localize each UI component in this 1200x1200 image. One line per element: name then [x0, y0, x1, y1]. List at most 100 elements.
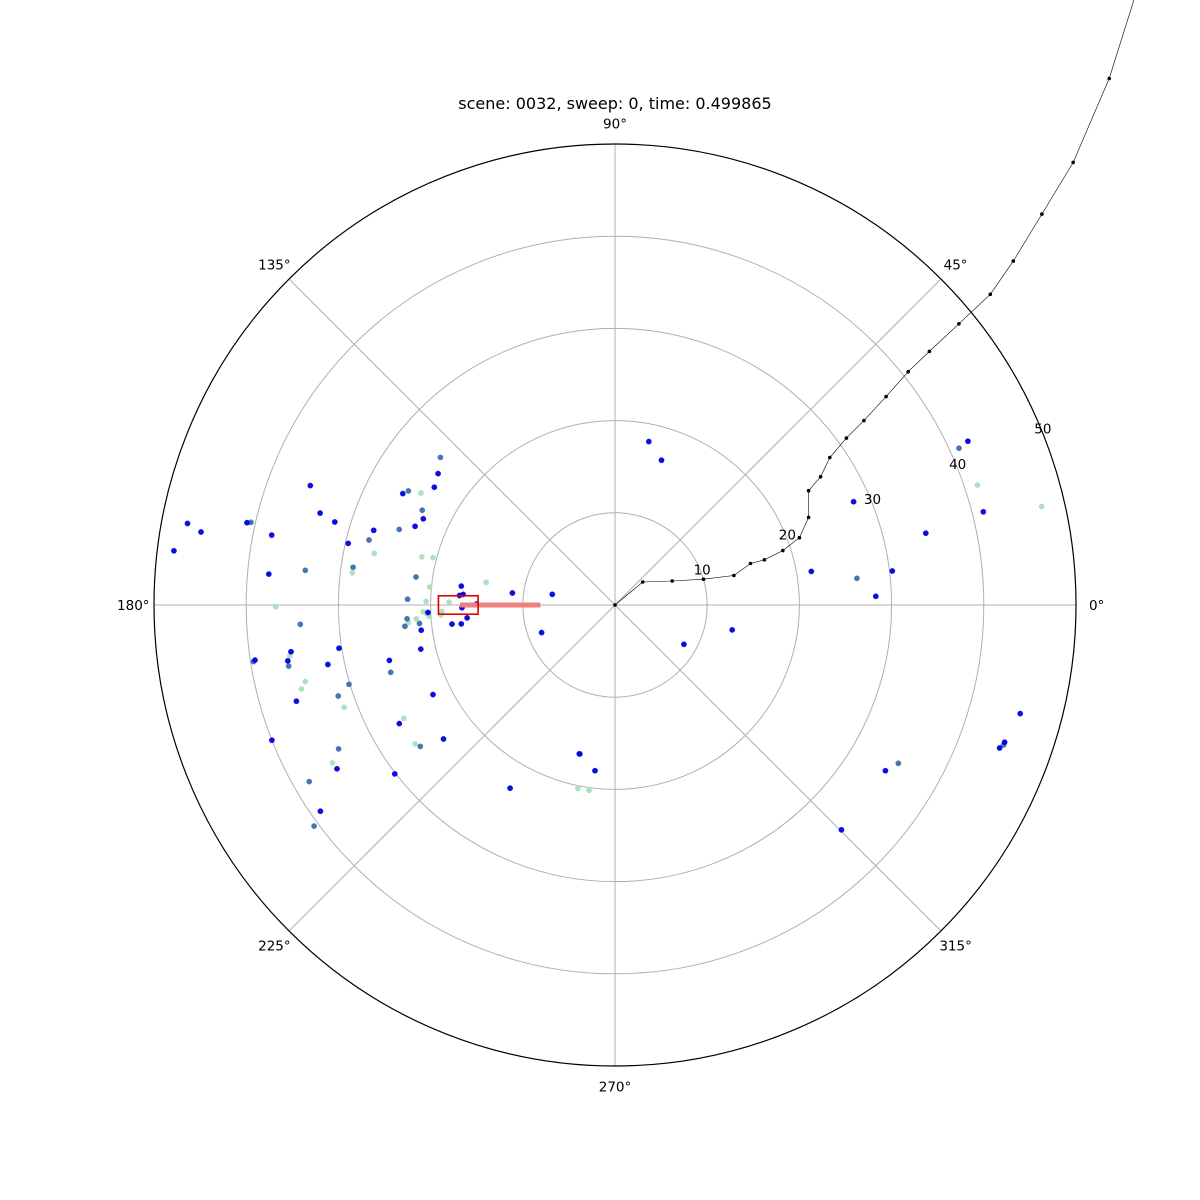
point-near [507, 785, 513, 792]
point-near [549, 591, 556, 598]
ego-box [437, 594, 479, 616]
point-near [418, 627, 425, 634]
point-mid [416, 620, 423, 627]
point-near [417, 646, 424, 652]
point-mid [419, 507, 426, 514]
trajectory-point [906, 369, 910, 374]
trajectory-point [1107, 76, 1111, 81]
trajectory-point [797, 535, 802, 540]
point-near [645, 438, 652, 445]
point-mid [437, 454, 444, 461]
point-far [974, 482, 981, 488]
point-near [965, 438, 971, 445]
point-near [284, 658, 291, 664]
point-near [334, 765, 340, 772]
point-near [244, 519, 250, 526]
point-near [265, 571, 272, 577]
theta-grid-line-315 [614, 604, 942, 932]
r-tick-label-30: 30 [864, 492, 881, 508]
theta-tick-label-270: 270° [599, 1080, 632, 1096]
point-mid [413, 574, 419, 580]
point-mid [405, 488, 412, 494]
point-mid [417, 743, 424, 750]
point-near [1001, 739, 1008, 746]
trajectory-point [762, 558, 767, 562]
point-near [658, 457, 665, 464]
point-near [872, 593, 879, 600]
point-near [386, 657, 393, 664]
point-far [426, 584, 433, 590]
point-near [288, 648, 294, 655]
theta-grid-line-135 [288, 278, 616, 606]
point-far [1038, 503, 1045, 510]
point-near [198, 529, 204, 535]
trajectory-point [957, 322, 961, 326]
point-near [420, 515, 427, 522]
point-far [412, 741, 418, 747]
point-mid [335, 693, 342, 699]
chart-title: scene: 0032, sweep: 0, time: 0.499865 [458, 94, 771, 113]
point-mid [285, 663, 292, 669]
point-near [980, 508, 987, 515]
point-mid [306, 778, 313, 785]
trajectory-point [806, 515, 811, 520]
trajectory-point [613, 603, 617, 607]
point-near [838, 826, 845, 833]
trajectory-point [1040, 212, 1044, 216]
trajectory-point [748, 561, 753, 566]
point-near [184, 520, 191, 527]
trajectory-point [988, 292, 993, 297]
point-near [325, 661, 331, 668]
point-near [435, 470, 441, 477]
trajectory-point [844, 436, 849, 440]
point-mid [402, 623, 408, 630]
point-far [302, 678, 309, 685]
trajectory-point [670, 579, 674, 583]
point-mid [387, 669, 394, 676]
point-near [681, 641, 687, 648]
point-far [371, 550, 378, 557]
point-mid [350, 564, 356, 571]
theta-tick-label-0: 0° [1089, 598, 1104, 614]
trajectory-point [927, 349, 932, 354]
point-mid [404, 596, 411, 603]
point-mid [311, 823, 317, 829]
point-mid [396, 526, 403, 533]
r-tick-label-50: 50 [1034, 422, 1051, 438]
point-near [399, 490, 406, 497]
point-far [349, 569, 356, 576]
trajectory-point [818, 475, 823, 479]
point-near [889, 568, 896, 574]
point-near [317, 510, 323, 516]
point-near [317, 808, 324, 815]
theta-grid-line-45 [614, 278, 942, 606]
point-near [412, 523, 418, 530]
point-mid [854, 575, 860, 582]
point-near [729, 627, 736, 633]
point-near [449, 621, 455, 627]
point-near [458, 621, 465, 627]
point-far [446, 599, 452, 605]
point-far [413, 616, 420, 622]
point-near [431, 484, 438, 491]
point-near [293, 698, 300, 705]
point-near [268, 532, 275, 538]
trajectory-path [613, 0, 1135, 607]
point-mid [346, 681, 352, 688]
point-mid [956, 445, 962, 452]
trajectory-point [862, 418, 866, 423]
point-far [423, 598, 429, 605]
point-near [458, 583, 465, 589]
trajectory-point [640, 580, 645, 584]
point-mid [895, 760, 902, 767]
point-near [396, 720, 403, 727]
point-near [576, 750, 583, 757]
theta-grid-line-225 [288, 604, 616, 932]
trajectory-line [614, 0, 1135, 606]
trajectory-point [1071, 160, 1075, 165]
point-mid [366, 537, 372, 543]
point-mid [297, 621, 304, 628]
point-near [336, 645, 342, 652]
r-tick-label-40: 40 [949, 457, 966, 473]
